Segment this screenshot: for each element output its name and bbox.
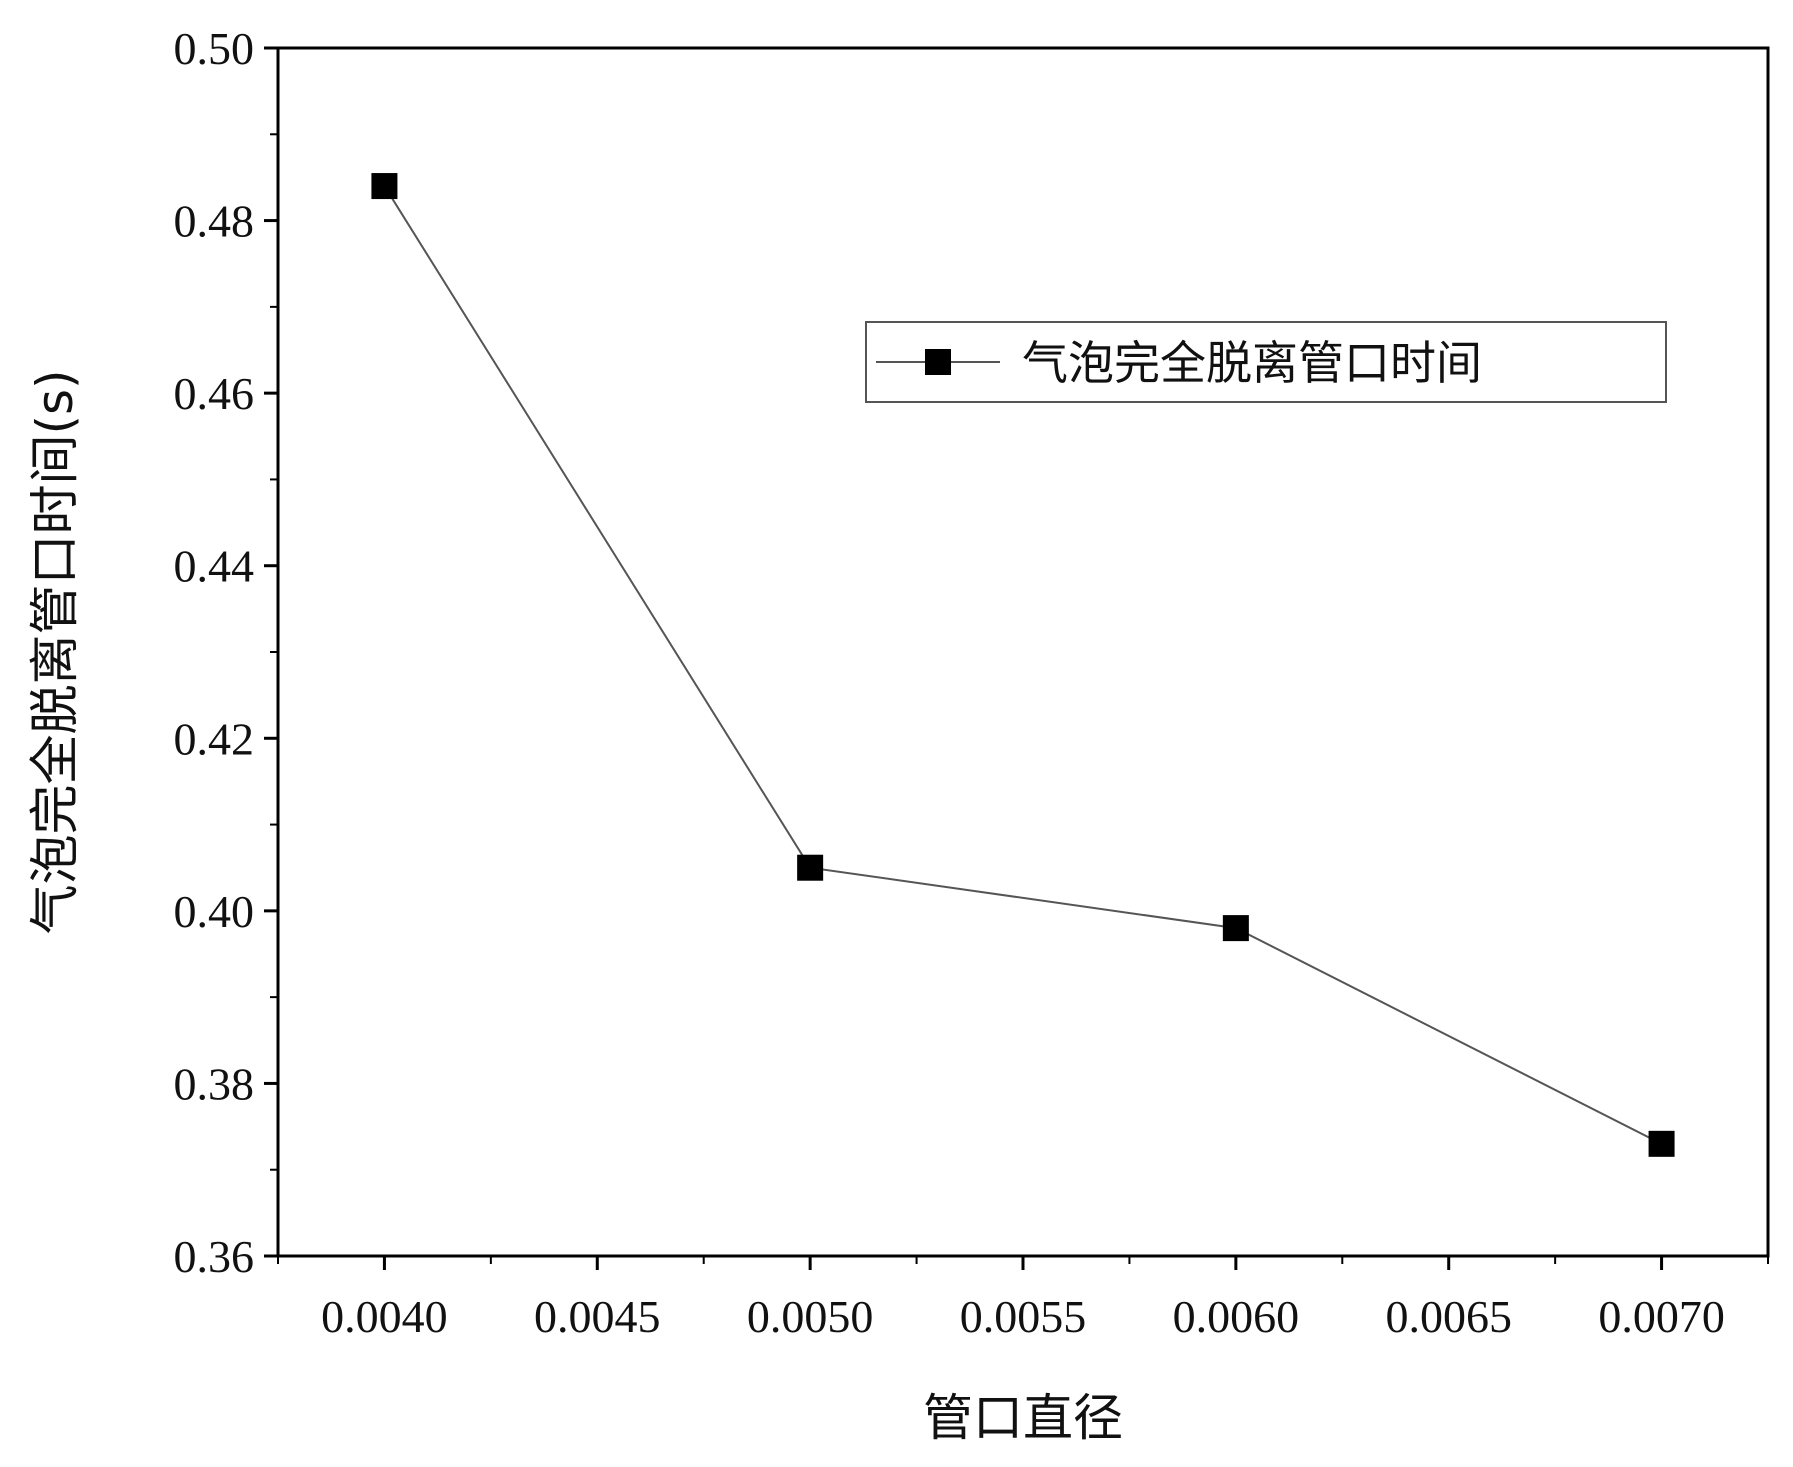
y-tick-label: 0.38 bbox=[174, 1058, 255, 1109]
y-axis-title: 气泡完全脱离管口时间(s) bbox=[26, 369, 84, 934]
x-tick-label: 0.0045 bbox=[534, 1291, 661, 1342]
y-axis-ticks bbox=[264, 46, 278, 1258]
y-tick-label: 0.50 bbox=[174, 23, 255, 74]
y-tick-label: 0.44 bbox=[174, 541, 255, 592]
y-tick-label: 0.48 bbox=[174, 196, 255, 247]
series-group bbox=[371, 173, 1675, 1157]
series-line bbox=[383, 185, 1663, 1145]
x-axis-title: 管口直径 bbox=[923, 1389, 1123, 1447]
x-tick-label: 0.0055 bbox=[960, 1291, 1087, 1342]
plot-frame bbox=[276, 46, 1770, 1258]
y-axis-tick-labels: 0.36 0.38 0.40 0.42 0.44 0.46 0.48 0.50 bbox=[174, 23, 255, 1282]
y-tick-label: 0.36 bbox=[174, 1231, 255, 1282]
legend-entry-label: 气泡完全脱离管口时间 bbox=[1022, 336, 1482, 390]
y-tick-label: 0.42 bbox=[174, 713, 255, 764]
x-tick-label: 0.0050 bbox=[747, 1291, 874, 1342]
data-point bbox=[1648, 1130, 1675, 1157]
x-tick-label: 0.0060 bbox=[1173, 1291, 1300, 1342]
y-tick-label: 0.46 bbox=[174, 368, 255, 419]
x-tick-label: 0.0040 bbox=[321, 1291, 448, 1342]
data-point bbox=[1222, 915, 1249, 942]
legend: 气泡完全脱离管口时间 bbox=[865, 321, 1667, 403]
x-axis-ticks bbox=[277, 1256, 1769, 1270]
legend-marker-sample bbox=[925, 349, 951, 375]
y-tick-label: 0.40 bbox=[174, 886, 255, 937]
data-point bbox=[371, 173, 398, 200]
x-tick-label: 0.0070 bbox=[1598, 1291, 1725, 1342]
x-tick-label: 0.0065 bbox=[1385, 1291, 1512, 1342]
data-point bbox=[797, 854, 824, 881]
x-axis-tick-labels: 0.0040 0.0045 0.0050 0.0055 0.0060 0.0065 0.00… bbox=[321, 1291, 1725, 1342]
